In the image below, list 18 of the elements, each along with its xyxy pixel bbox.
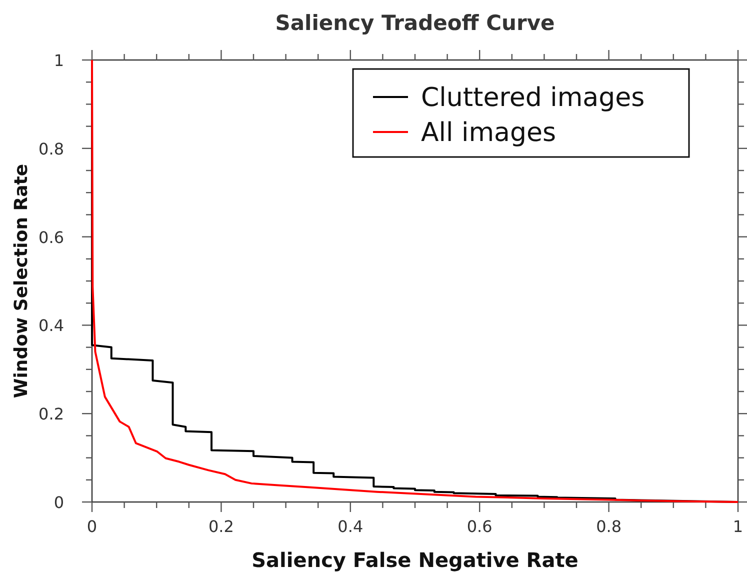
- x-tick-label: 0.2: [208, 517, 234, 536]
- x-tick-label: 0.4: [338, 517, 364, 536]
- x-tick-label: 0.8: [596, 517, 622, 536]
- y-tick-label: 0.2: [38, 404, 64, 424]
- y-tick-label: 0.8: [38, 139, 64, 158]
- y-tick-label: 0.6: [38, 228, 64, 247]
- x-tick-label: 1: [732, 517, 744, 536]
- y-tick-label: 0.4: [38, 316, 64, 336]
- y-tick-label: 1: [54, 51, 64, 70]
- x-tick-label: 0: [86, 517, 98, 536]
- line-series: [91, 59, 739, 503]
- y-axis-title: Window Selection Rate: [11, 164, 32, 398]
- legend-label: All images: [421, 118, 556, 148]
- x-tick-label: 0.6: [466, 517, 492, 536]
- legend-label: Cluttered images: [421, 83, 645, 113]
- chart-title: Saliency Tradeoff Curve: [275, 11, 555, 35]
- y-tick-label: 0: [54, 493, 64, 512]
- x-axis-title: Saliency False Negative Rate: [252, 548, 578, 572]
